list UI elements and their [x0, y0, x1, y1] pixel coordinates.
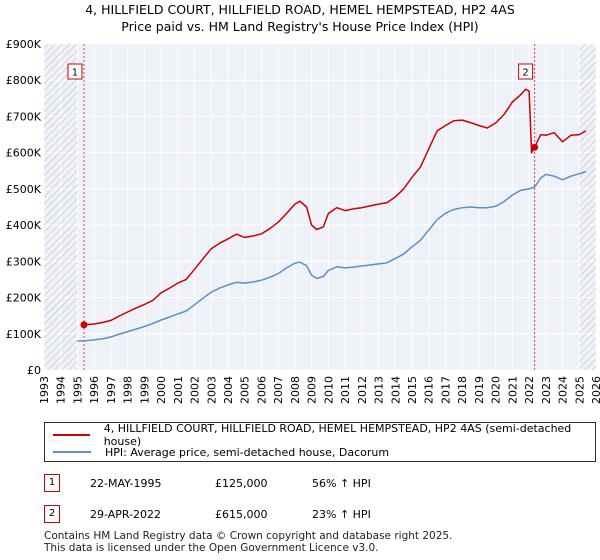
sale-row-1: 1 22-MAY-1995 £125,000 56% ↑ HPI — [0, 474, 600, 494]
price-paid-line — [83, 88, 587, 326]
x-tick-label: 2021 — [506, 376, 519, 404]
sale-label-box — [67, 63, 83, 80]
legend-label-hpi: HPI: Average price, semi-detached house,… — [105, 445, 390, 459]
x-tick-label: 1998 — [122, 376, 135, 404]
y-tick-label: £400K — [6, 219, 42, 232]
y-tick-label: £100K — [6, 328, 42, 341]
x-tick-label: 2001 — [172, 376, 185, 404]
chart-subtitle: Price paid vs. HM Land Registry's House … — [121, 19, 479, 34]
legend-swatch-red — [53, 434, 90, 436]
x-tick-label: 1997 — [105, 376, 118, 404]
sale-marker-badge: 1 — [44, 474, 60, 492]
footer-copyright: Contains HM Land Registry data © Crown c… — [44, 530, 453, 542]
x-tick-label: 2007 — [272, 376, 285, 404]
x-tick-label: 2016 — [423, 376, 436, 404]
y-tick-label: £300K — [6, 255, 42, 268]
x-tick-label: 2023 — [540, 376, 553, 404]
x-tick-label: 2017 — [439, 376, 452, 404]
sale-row-2: 2 29-APR-2022 £615,000 23% ↑ HPI — [0, 505, 600, 525]
x-tick-label: 2006 — [255, 376, 268, 404]
y-tick-label: £700K — [6, 110, 42, 123]
x-tick-label: 2025 — [573, 376, 586, 404]
x-tick-label: 2008 — [289, 376, 302, 404]
x-tick-label: 1994 — [55, 376, 68, 404]
price-chart: £0 £100K £200K £300K £400K £500K £600K £700K £80… — [6, 38, 600, 404]
x-tick-label: 2009 — [306, 376, 319, 404]
y-tick-label: £200K — [6, 292, 42, 305]
x-tick-label: 2010 — [322, 376, 335, 404]
x-tick-label: 2012 — [356, 376, 369, 404]
footer-licence: This data is licensed under the Open Gov… — [44, 542, 379, 554]
y-tick-label: £500K — [6, 183, 42, 196]
x-tick-label: 1993 — [38, 376, 51, 404]
x-tick-label: 1996 — [88, 376, 101, 404]
y-tick-label: £900K — [6, 38, 42, 51]
sale-label-box — [518, 63, 534, 80]
x-tick-label: 2014 — [389, 376, 402, 404]
legend-item-price-paid: 4, HILLFIELD COURT, HILLFIELD ROAD, HEME… — [53, 422, 595, 448]
sale-date: 29-APR-2022 — [90, 508, 162, 521]
future-hatch — [579, 44, 596, 370]
x-tick-label: 2003 — [205, 376, 218, 404]
x-tick-label: 2020 — [490, 376, 503, 404]
sale-point — [531, 143, 539, 151]
x-tick-label: 2024 — [557, 376, 570, 404]
sale-label: 2 — [522, 68, 528, 79]
sale-price: £615,000 — [215, 508, 268, 521]
y-tick-label: £600K — [6, 147, 42, 160]
x-tick-label: 2000 — [155, 376, 168, 404]
sale-label: 1 — [72, 68, 78, 79]
x-tick-label: 1999 — [138, 376, 151, 404]
plot-area — [44, 44, 596, 370]
y-tick-label: £800K — [6, 74, 42, 87]
x-tick-label: 2013 — [373, 376, 386, 404]
x-tick-label: 2015 — [406, 376, 419, 404]
sale-price: £125,000 — [215, 477, 268, 490]
legend-item-hpi: HPI: Average price, semi-detached house,… — [53, 444, 389, 460]
x-tick-label: 2022 — [523, 376, 536, 404]
legend-label-price-paid: 4, HILLFIELD COURT, HILLFIELD ROAD, HEME… — [103, 422, 572, 448]
sale-marker-badge: 2 — [44, 505, 60, 523]
legend: 4, HILLFIELD COURT, HILLFIELD ROAD, HEME… — [44, 422, 596, 462]
y-tick-label: £0 — [27, 364, 41, 377]
sale-hpi-change: 23% ↑ HPI — [312, 508, 371, 521]
chart-title: 4, HILLFIELD COURT, HILLFIELD ROAD, HEME… — [85, 2, 515, 17]
sale-date: 22-MAY-1995 — [90, 477, 162, 490]
x-tick-label: 2018 — [456, 376, 469, 404]
x-tick-label: 2004 — [222, 376, 235, 404]
hpi-line — [77, 170, 587, 342]
x-tick-label: 2011 — [339, 376, 352, 404]
sale-hpi-change: 56% ↑ HPI — [312, 477, 371, 490]
sale-point — [80, 321, 88, 329]
legend-swatch-blue — [53, 451, 91, 453]
x-tick-label: 1995 — [71, 376, 84, 404]
pre-data-hatch — [44, 44, 78, 370]
x-tick-label: 2005 — [239, 376, 252, 404]
x-tick-label: 2019 — [473, 376, 486, 404]
x-tick-label: 2002 — [189, 376, 202, 404]
x-tick-label: 2026 — [590, 376, 600, 404]
